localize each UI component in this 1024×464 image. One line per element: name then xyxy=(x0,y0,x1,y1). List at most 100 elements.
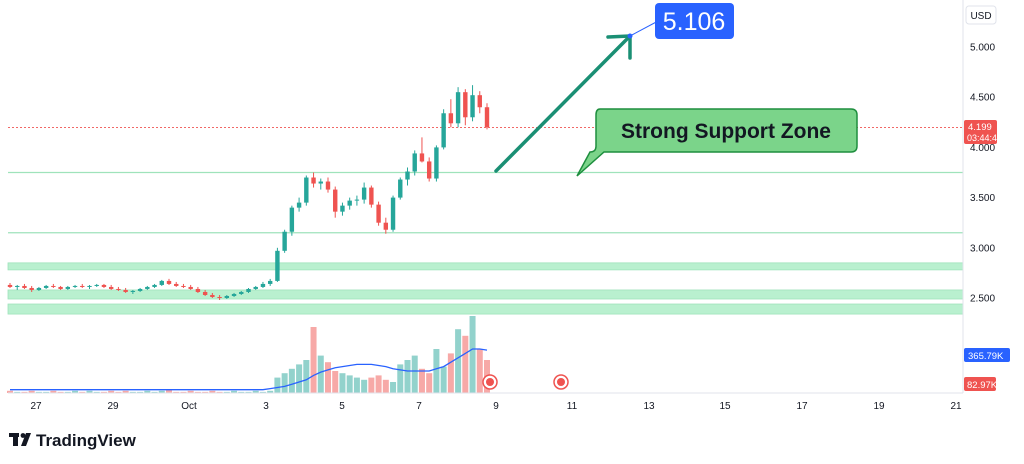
candle xyxy=(354,195,360,206)
volume-bar xyxy=(35,391,42,393)
support-zone-callout[interactable]: Strong Support Zone xyxy=(576,108,858,177)
zone-2 xyxy=(7,289,964,300)
candle-body xyxy=(22,285,27,288)
candle-body xyxy=(434,147,439,179)
price-axis[interactable]: USD 2.500 3.000 3.500 4.000 4.500 5.000 xyxy=(962,0,997,393)
candle xyxy=(94,283,99,287)
x-tick-label: 11 xyxy=(567,401,578,412)
candle xyxy=(412,150,417,176)
candlesticks xyxy=(7,85,490,301)
volume-bar xyxy=(137,391,144,393)
candle-body xyxy=(260,283,266,287)
candle xyxy=(145,285,150,290)
candle xyxy=(188,284,193,290)
candle-body xyxy=(145,286,150,289)
candle-body xyxy=(448,113,454,124)
volume-bar xyxy=(252,390,259,393)
candle xyxy=(152,283,157,288)
x-tick-label: 19 xyxy=(873,401,885,412)
candle xyxy=(7,282,13,288)
volume-ma-line xyxy=(10,348,488,391)
countdown-timer: 03:44:49 xyxy=(967,133,1002,143)
candle-body xyxy=(282,231,287,251)
candle-body xyxy=(441,113,446,148)
volume-bar xyxy=(231,390,238,393)
candle xyxy=(434,145,439,182)
tradingview-logo[interactable]: TradingView xyxy=(9,431,137,450)
event-flag-us-news[interactable] xyxy=(553,374,569,390)
currency-button[interactable] xyxy=(965,5,997,25)
candle xyxy=(65,285,71,290)
volume-value: 82.97K xyxy=(967,380,998,391)
volume-bar xyxy=(353,377,360,393)
volume-bar xyxy=(310,327,317,393)
support-lines xyxy=(8,171,963,234)
candle-body xyxy=(296,202,302,208)
candle-body xyxy=(43,285,49,288)
volume-bars xyxy=(7,316,490,393)
candle-body xyxy=(195,288,201,292)
volume-bar xyxy=(223,391,230,393)
candle-body xyxy=(318,181,323,184)
candle-body xyxy=(65,286,71,289)
volume-bar xyxy=(368,377,375,393)
volume-bar xyxy=(455,329,462,393)
volume-bar xyxy=(86,390,93,393)
tradingview-logo-icon xyxy=(9,433,31,446)
candle xyxy=(267,278,273,286)
volume-bar xyxy=(426,373,433,393)
candle xyxy=(123,287,128,293)
volume-bar xyxy=(187,390,194,393)
volume-bar xyxy=(14,391,21,393)
volume-bar xyxy=(281,373,288,393)
event-flag-us-earnings[interactable] xyxy=(482,374,498,390)
candle-body xyxy=(174,283,179,286)
y-tick-label: 3.000 xyxy=(970,243,995,254)
volume-ma-value: 365.79K xyxy=(968,351,1004,362)
candle-body xyxy=(36,287,42,290)
volume-bar xyxy=(79,391,86,393)
candle-body xyxy=(405,171,410,180)
target-arrow[interactable] xyxy=(494,19,661,173)
candle-body xyxy=(231,293,237,296)
candle-body xyxy=(123,289,128,292)
candle-body xyxy=(455,92,461,124)
candle xyxy=(246,287,251,293)
candle xyxy=(58,285,63,290)
candle-body xyxy=(333,189,338,212)
candle-body xyxy=(101,284,107,287)
candle-body xyxy=(224,295,230,298)
candle-body xyxy=(470,95,475,118)
candle xyxy=(448,99,454,128)
x-tick-label: 7 xyxy=(416,401,422,412)
volume-bar xyxy=(93,391,100,393)
candle xyxy=(260,281,266,288)
candle-body xyxy=(108,286,114,289)
candle xyxy=(253,285,258,290)
target-price-label[interactable]: 5.106 xyxy=(655,3,734,39)
time-axis[interactable]: 27 29 Oct 3 5 7 9 11 13 15 17 19 21 xyxy=(8,392,963,412)
candle xyxy=(361,182,367,204)
candle-body xyxy=(152,284,157,287)
candle-body xyxy=(412,153,417,172)
candle-body xyxy=(246,288,251,292)
x-tick-label: 15 xyxy=(719,401,731,412)
volume-bar xyxy=(259,391,266,393)
candle xyxy=(224,294,230,300)
candle xyxy=(51,283,56,288)
volume-bar xyxy=(238,391,245,393)
support-zone-text: Strong Support Zone xyxy=(621,120,831,143)
candle xyxy=(239,290,244,295)
volume-bar xyxy=(158,390,165,393)
y-tick-label: 3.500 xyxy=(970,193,995,204)
volume-bar xyxy=(194,391,201,393)
candle xyxy=(398,177,403,200)
candle-body xyxy=(376,204,381,223)
candle-body xyxy=(361,187,367,200)
volume-bar xyxy=(462,335,469,393)
candle xyxy=(441,109,446,150)
volume-badge: 82.97K xyxy=(964,377,998,391)
plot-area[interactable] xyxy=(8,0,963,393)
candle xyxy=(340,202,345,216)
